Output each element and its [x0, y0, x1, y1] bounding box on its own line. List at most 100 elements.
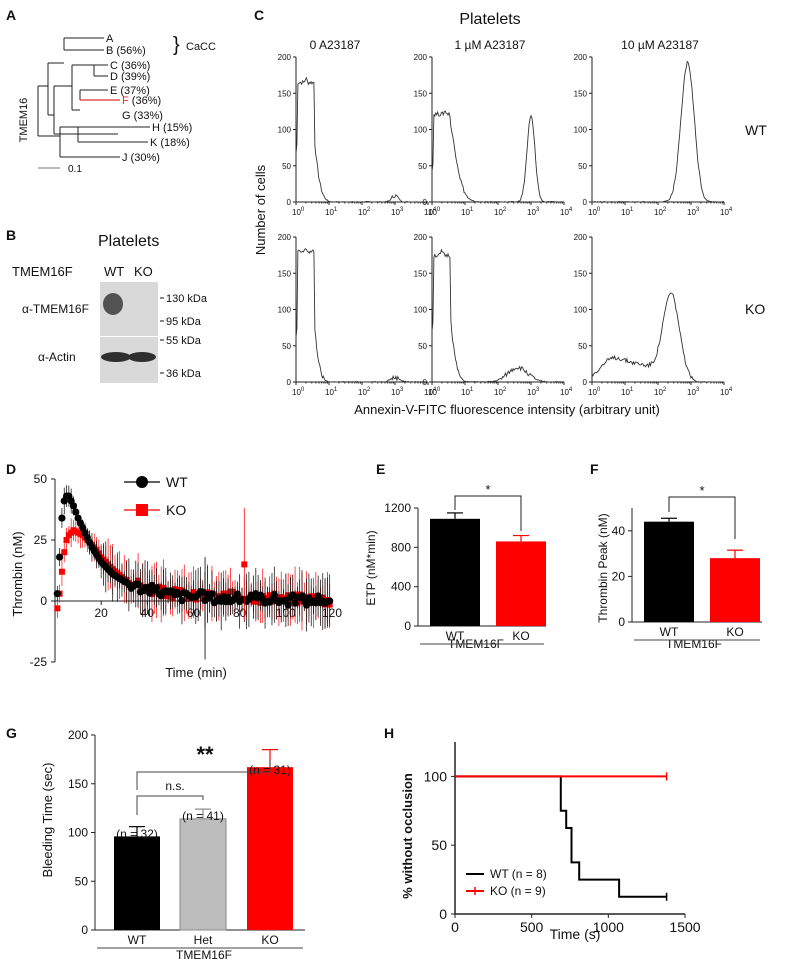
bar-y-tick-label: 50 [75, 874, 89, 888]
facs-y-tick-label: 50 [418, 162, 427, 171]
facs-x-tick-label: 104 [560, 207, 573, 217]
bar-category-label-wt: WT [660, 625, 679, 639]
legend-ko-label: KO [166, 502, 186, 518]
thrombin-point [291, 599, 299, 607]
thrombin-point [58, 514, 66, 522]
band-actin-wt [101, 352, 131, 362]
bar-y-tick-label: 1200 [384, 501, 411, 515]
bar-y-tick-label: 150 [68, 777, 88, 791]
bar-category-label-wt: WT [446, 629, 465, 643]
thrombin-y-tick-label: -25 [30, 655, 48, 669]
thrombin-y-tick-label: 25 [34, 533, 48, 547]
bar-y-tick-label: 200 [68, 728, 88, 742]
facs-y-tick-label: 150 [574, 269, 588, 278]
facs-axes [591, 57, 724, 203]
bleeding-y-axis-label: Bleeding Time (sec) [40, 763, 55, 878]
facs-x-tick-label: 100 [588, 387, 601, 397]
thrombin-point [298, 592, 306, 600]
bar-wt [114, 836, 160, 930]
bar-y-tick-label: 40 [612, 524, 626, 538]
legend-wt-label: WT (n = 8) [490, 867, 547, 881]
facs-x-tick-label: 103 [391, 207, 404, 217]
marker-36-kda: 36 kDa [166, 368, 202, 380]
facs-y-tick-label: 200 [278, 233, 292, 242]
facs-y-tick-label: 0 [423, 378, 428, 387]
facs-y-tick-label: 150 [414, 269, 428, 278]
legend-wt-marker [136, 476, 148, 488]
row-ko-label: KO [745, 301, 765, 317]
thrombin-point [270, 591, 278, 599]
bar-y-tick-label: 800 [391, 540, 411, 554]
panel-letter-h: H [384, 725, 394, 741]
facs-axes [591, 237, 724, 383]
facs-histogram-trace [431, 110, 565, 203]
facs-y-tick-label: 0 [583, 198, 588, 207]
facs-y-tick-label: 100 [278, 306, 292, 315]
facs-x-tick-label: 103 [527, 387, 540, 397]
tree-leaf-a: A [106, 33, 114, 45]
panel-b: B Platelets TMEM16F WT KO α-TMEM16F α-Ac… [6, 227, 208, 383]
bar-wt [644, 521, 694, 622]
facs-histogram-wt-0: 0 50 100 150 200 100 101 102 103 104 [278, 53, 437, 217]
band-tmem16f-wt [103, 293, 123, 315]
etp-significance-bracket [454, 495, 522, 531]
facs-x-tick-label: 102 [654, 207, 667, 217]
marker-55-kda: 55 kDa [166, 335, 202, 347]
thrombin-x-axis-label: Time (min) [165, 665, 227, 680]
facs-y-tick-label: 150 [574, 89, 588, 98]
facs-x-tick-label: 104 [720, 387, 733, 397]
thrombin-y-axis-label: Thrombin (nM) [10, 531, 25, 616]
antibody-tmem16f-label: α-TMEM16F [22, 302, 89, 316]
facs-histogram-trace [431, 248, 565, 383]
facs-histogram-trace [295, 248, 428, 383]
thrombin-outlier-point [241, 561, 248, 568]
occlusion-x-tick-label: 0 [451, 919, 459, 935]
bleeding-ns-bracket [136, 795, 204, 815]
tree-leaf-d: D (39%) [110, 71, 150, 83]
etp-y-axis-label: ETP (nM*min) [364, 530, 378, 605]
bleeding-group-label: TMEM16F [176, 948, 232, 962]
facs-y-tick-label: 50 [418, 342, 427, 351]
facs-x-tick-label: 101 [621, 207, 634, 217]
blot-protein-label: TMEM16F [12, 264, 73, 279]
bar-category-label-ko: KO [512, 629, 529, 643]
facs-x-tick-label: 100 [428, 387, 441, 397]
thrombin-x-tick-label: 20 [94, 606, 108, 620]
panel-g: G Bleeding Time (sec) TMEM16F 0 50 100 150 2… [6, 725, 305, 962]
facs-histogram-wt-2: 0 50 100 150 200 100 101 102 103 104 [574, 53, 733, 217]
facs-y-tick-label: 100 [574, 306, 588, 315]
bar-ko [710, 558, 760, 622]
tree-leaf-h: H (15%) [152, 122, 192, 134]
facs-y-tick-label: 0 [423, 198, 428, 207]
panel-a: A TMEM16 AB (56%)C (36%)D (39%)E (37%)F … [6, 7, 216, 175]
facs-y-tick-label: 200 [574, 53, 588, 62]
legend-ko-marker [136, 504, 148, 516]
bar-y-tick-label: 100 [68, 826, 88, 840]
thrombin-point [284, 601, 292, 609]
tree-scale-label: 0.1 [68, 164, 82, 175]
occlusion-y-tick-label: 50 [431, 837, 447, 853]
facs-y-tick-label: 100 [278, 126, 292, 135]
occlusion-y-tick-label: 0 [439, 906, 447, 922]
bar-category-label-ko: KO [726, 625, 743, 639]
cacc-label: CaCC [186, 41, 216, 53]
tree-leaf-g: G (33%) [122, 110, 163, 122]
peak-significance-star: * [699, 483, 704, 498]
facs-title: Platelets [459, 11, 520, 28]
facs-x-tick-label: 100 [292, 387, 305, 397]
blot-title: Platelets [98, 233, 159, 250]
lane-ko-label: KO [134, 264, 153, 279]
lane-wt-label: WT [104, 264, 124, 279]
thrombin-y-tick-label: 50 [34, 472, 48, 486]
thrombin-point [56, 553, 64, 561]
facs-y-tick-label: 0 [583, 378, 588, 387]
legend-wt-label: WT [166, 474, 188, 490]
thrombin-point [53, 590, 61, 598]
bar-ko [247, 767, 293, 930]
facs-y-tick-label: 150 [278, 269, 292, 278]
thrombin-y-tick-label: 0 [40, 594, 47, 608]
bar-category-label-het: Het [194, 933, 213, 947]
panel-letter-a: A [6, 7, 16, 23]
panel-f: F Thrombin Peak (nM) TMEM16F 0 20 40 WT KO * [590, 461, 762, 651]
